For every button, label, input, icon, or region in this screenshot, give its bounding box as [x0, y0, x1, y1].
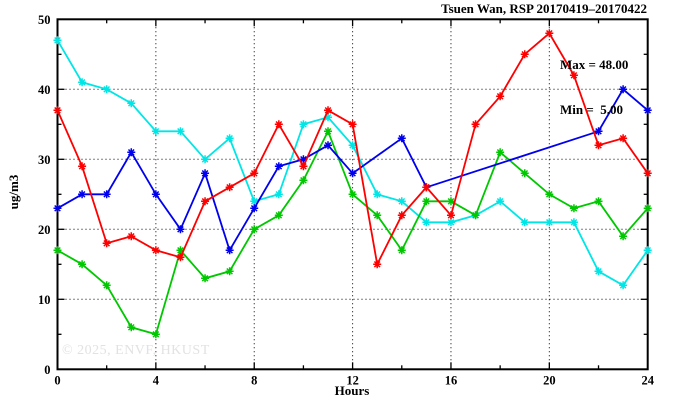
y-tick-label: 40: [38, 83, 51, 97]
x-axis-label: Hours: [334, 383, 370, 398]
max-value-label: Max = 48.00: [560, 57, 629, 72]
x-tick-label: 8: [251, 373, 257, 387]
y-tick-label: 50: [38, 13, 51, 27]
tick-labels: 0 4 8 12 16 20 24 0 10 20 30 40 50: [38, 13, 655, 387]
y-tick-label: 30: [38, 153, 51, 167]
x-tick-label: 12: [346, 373, 359, 387]
x-tick-label: 16: [445, 373, 458, 387]
min-value-label: Min = 5.00: [560, 102, 624, 117]
y-axis-label: ug/m3: [6, 174, 21, 210]
y-tick-label: 0: [44, 363, 50, 377]
series-cyan-markers: [53, 36, 652, 290]
axis-ticks: [56, 18, 649, 370]
max-min-annotation: Max = 48.00 Min = 5.00: [560, 27, 628, 147]
x-tick-label: 20: [543, 373, 556, 387]
x-tick-label: 4: [153, 373, 160, 387]
watermark-text: © 2025, ENVF, HKUST: [62, 343, 210, 358]
y-tick-label: 10: [38, 293, 51, 307]
x-tick-label: 24: [641, 373, 654, 387]
series-cyan: [53, 36, 652, 290]
y-tick-label: 20: [38, 223, 51, 237]
series-green-markers: [53, 127, 652, 339]
series-red: [53, 29, 652, 269]
series-red-markers: [53, 29, 652, 269]
x-tick-label: 0: [54, 373, 60, 387]
chart-title: Tsuen Wan, RSP 20170419–20170422: [441, 1, 647, 16]
series-blue-line: [57, 87, 649, 253]
series-green: [53, 127, 652, 339]
